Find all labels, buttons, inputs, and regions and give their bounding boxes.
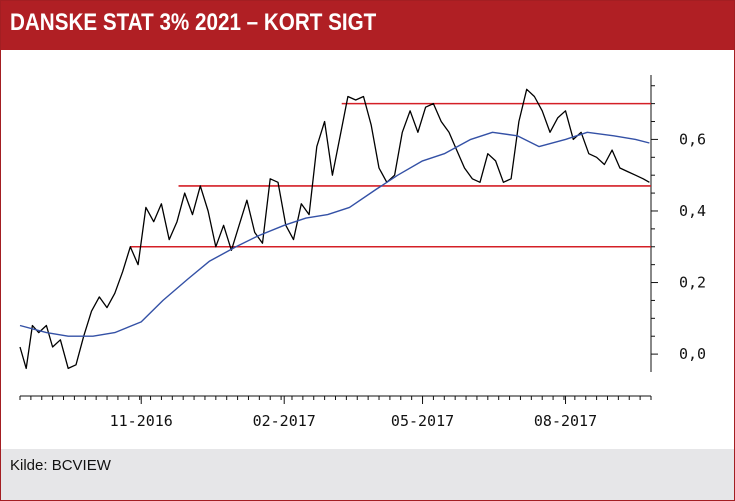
source-label: Kilde: BCVIEW <box>10 457 111 474</box>
x-tick-label: 08-2017 <box>534 412 597 430</box>
y-tick-label: 0,6 <box>679 130 706 148</box>
x-tick-label: 02-2017 <box>253 412 316 430</box>
chart-title: DANSKE STAT 3% 2021 – KORT SIGT <box>10 9 377 36</box>
x-tick-label: 11-2016 <box>110 412 173 430</box>
x-tick-label: 05-2017 <box>391 412 454 430</box>
y-tick-label: 0,2 <box>679 274 706 292</box>
moving-average-line <box>19 131 650 337</box>
price-line <box>19 88 650 370</box>
source-bar <box>1 449 734 500</box>
y-tick-label: 0,4 <box>679 202 706 220</box>
y-tick-label: 0,0 <box>679 345 706 363</box>
title-bar: DANSKE STAT 3% 2021 – KORT SIGT <box>1 1 734 50</box>
